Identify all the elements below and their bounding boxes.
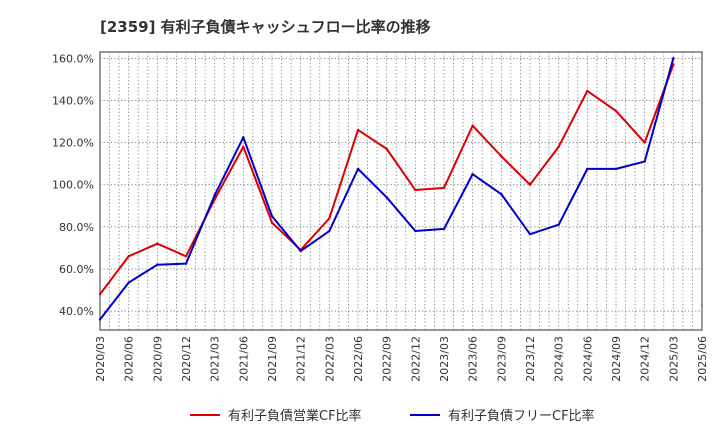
data-point [586, 89, 589, 93]
data-point [127, 281, 130, 284]
y-tick-label: 40.0% [59, 305, 94, 318]
x-tick-label: 2020/06 [123, 336, 136, 382]
data-point [586, 167, 589, 171]
x-axis-ticks: 2020/03 2020/06 2020/09 2020/12 2021/03 2021/… [94, 336, 709, 382]
x-tick-label: 2020/09 [151, 336, 164, 382]
data-point [557, 223, 560, 226]
x-tick-label: 2022/03 [323, 336, 336, 382]
x-tick-label: 2023/12 [524, 336, 537, 382]
x-tick-label: 2020/12 [180, 336, 193, 382]
data-point [356, 128, 360, 132]
data-point [299, 249, 302, 253]
data-point [156, 263, 159, 266]
data-point [328, 229, 331, 233]
x-tick-label: 2024/06 [581, 336, 594, 382]
data-point [442, 227, 446, 231]
x-tick-label: 2024/09 [610, 336, 623, 382]
data-point [614, 167, 618, 171]
data-point [127, 255, 130, 258]
x-tick-label: 2025/03 [667, 336, 680, 382]
legend-label-1: 有利子負債営業CF比率 [228, 408, 362, 424]
data-point [414, 188, 417, 192]
y-tick-label: 120.0% [52, 137, 94, 150]
x-tick-label: 2024/12 [639, 336, 652, 382]
x-tick-label: 2023/03 [438, 336, 451, 382]
chart-title: [2359] 有利子負債キャッシュフロー比率の推移 [100, 18, 431, 36]
data-point [328, 217, 331, 220]
data-point [98, 318, 102, 321]
x-tick-label: 2025/06 [696, 336, 709, 382]
x-tick-label: 2020/03 [94, 336, 107, 382]
data-point [242, 145, 245, 148]
x-tick-label: 2021/12 [295, 336, 308, 382]
grid [100, 52, 702, 330]
y-tick-label: 60.0% [59, 263, 94, 276]
data-point [156, 242, 159, 245]
data-point [643, 160, 646, 163]
x-tick-label: 2022/09 [381, 336, 394, 382]
data-point [471, 172, 474, 176]
data-point [184, 255, 188, 258]
y-tick-label: 160.0% [52, 52, 94, 65]
data-point [414, 229, 417, 233]
data-point [643, 141, 646, 144]
data-point [270, 221, 274, 224]
data-point [500, 192, 503, 196]
data-point [442, 186, 446, 190]
y-tick-label: 140.0% [52, 94, 94, 107]
data-point [471, 124, 474, 127]
data-point [242, 136, 245, 139]
x-tick-label: 2022/06 [352, 336, 365, 382]
plot-area [99, 51, 703, 331]
data-point [500, 155, 503, 158]
data-point [614, 109, 618, 113]
data-point [528, 183, 532, 186]
series-lines [98, 57, 675, 321]
x-tick-label: 2023/06 [467, 336, 480, 382]
x-tick-label: 2023/09 [495, 336, 508, 382]
data-point [98, 292, 102, 296]
y-tick-label: 100.0% [52, 179, 94, 192]
data-point [672, 57, 675, 60]
x-tick-label: 2024/03 [553, 336, 566, 382]
data-point [528, 232, 532, 236]
y-axis-ticks: 40.0% 60.0% 80.0% 100.0% 120.0% 140.0% 160.0% [52, 52, 94, 318]
x-tick-label: 2021/06 [237, 336, 250, 382]
legend: 有利子負債営業CF比率 有利子負債フリーCF比率 [190, 408, 595, 424]
data-point [270, 215, 274, 218]
data-point [385, 147, 388, 151]
x-tick-label: 2021/09 [266, 336, 279, 382]
legend-label-2: 有利子負債フリーCF比率 [448, 408, 595, 424]
x-tick-label: 2021/03 [209, 336, 222, 382]
data-point [213, 194, 216, 197]
plot-border [99, 51, 703, 331]
y-tick-label: 80.0% [59, 221, 94, 234]
data-point [184, 262, 188, 265]
data-point [356, 167, 360, 171]
data-point [557, 145, 560, 148]
x-tick-label: 2022/12 [409, 336, 422, 382]
data-point [385, 196, 388, 199]
